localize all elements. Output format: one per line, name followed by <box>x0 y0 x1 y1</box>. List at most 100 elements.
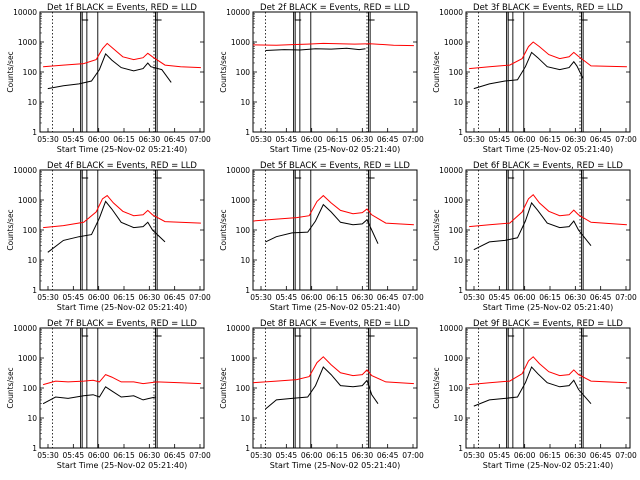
events-series-line <box>47 200 166 253</box>
x-tick-label: 06:00 <box>88 451 110 460</box>
panel-title: Det 8f BLACK = Events, RED = LLD <box>260 319 410 329</box>
events-series-line <box>473 366 592 407</box>
events-series-line <box>265 203 379 244</box>
x-tick-label: 05:45 <box>276 135 298 144</box>
x-tick-label: 05:45 <box>63 135 85 144</box>
x-tick-label: 06:30 <box>565 293 587 302</box>
x-tick-label: 06:30 <box>352 293 374 302</box>
y-tick-label: 1000 <box>444 196 463 205</box>
x-tick-label: 06:45 <box>590 293 612 302</box>
x-tick-label: 06:00 <box>88 293 110 302</box>
x-axis-label: Start Time (25-Nov-02 05:21:40) <box>483 303 613 312</box>
y-tick-label: 100 <box>23 384 38 393</box>
x-tick-label: 05:45 <box>489 451 511 460</box>
x-tick-label: 06:45 <box>590 135 612 144</box>
y-axis-label: Counts/sec <box>6 51 15 92</box>
plot-frame <box>39 327 205 449</box>
x-tick-label: 06:45 <box>377 135 399 144</box>
y-tick-label: 1 <box>458 444 463 453</box>
x-tick-label: 06:45 <box>164 451 186 460</box>
panel-title: Det 9f BLACK = Events, RED = LLD <box>473 319 623 329</box>
interval-l-mark <box>581 328 588 337</box>
interval-l-mark <box>294 170 302 179</box>
interval-l-mark <box>507 328 515 337</box>
y-tick-label: 1000 <box>18 196 37 205</box>
interval-l-mark <box>368 328 375 337</box>
y-axis-label: Counts/sec <box>432 209 441 250</box>
y-tick-label: 100 <box>23 68 38 77</box>
x-axis-label: Start Time (25-Nov-02 05:21:40) <box>483 461 613 470</box>
y-tick-label: 10000 <box>439 8 463 17</box>
x-axis-label: Start Time (25-Nov-02 05:21:40) <box>270 303 400 312</box>
x-tick-label: 06:15 <box>539 135 561 144</box>
x-axis-label: Start Time (25-Nov-02 05:21:40) <box>483 145 613 154</box>
interval-l-mark <box>507 12 515 21</box>
x-tick-label: 06:30 <box>139 135 161 144</box>
x-tick-label: 05:30 <box>37 451 59 460</box>
x-tick-label: 07:00 <box>189 451 211 460</box>
x-tick-label: 06:45 <box>590 451 612 460</box>
x-tick-label: 05:30 <box>463 135 485 144</box>
x-tick-label: 06:15 <box>326 135 348 144</box>
y-tick-label: 100 <box>23 226 38 235</box>
interval-l-mark <box>294 328 302 337</box>
x-tick-label: 06:15 <box>539 451 561 460</box>
x-tick-label: 05:30 <box>250 451 272 460</box>
interval-l-mark <box>581 12 588 21</box>
x-tick-label: 06:30 <box>139 451 161 460</box>
interval-l-mark <box>81 12 89 21</box>
interval-l-mark <box>81 170 89 179</box>
panel-title: Det 3f BLACK = Events, RED = LLD <box>473 3 623 13</box>
interval-l-mark <box>155 170 162 179</box>
x-tick-label: 05:30 <box>250 293 272 302</box>
y-tick-label: 1000 <box>18 38 37 47</box>
y-tick-label: 1 <box>32 128 37 137</box>
x-tick-label: 07:00 <box>402 293 424 302</box>
x-tick-label: 06:30 <box>565 451 587 460</box>
y-tick-label: 100 <box>449 68 464 77</box>
y-axis-label: Counts/sec <box>219 209 228 250</box>
plot-frame <box>465 169 631 291</box>
y-tick-label: 1 <box>458 128 463 137</box>
x-tick-label: 07:00 <box>615 451 637 460</box>
interval-l-mark <box>155 12 162 21</box>
x-axis-label: Start Time (25-Nov-02 05:21:40) <box>57 461 187 470</box>
panel-title: Det 5f BLACK = Events, RED = LLD <box>260 161 410 171</box>
y-tick-label: 10000 <box>439 324 463 333</box>
lld-series-line <box>252 194 414 226</box>
events-series-line <box>265 47 366 51</box>
y-tick-label: 10000 <box>13 8 37 17</box>
x-tick-label: 06:45 <box>377 293 399 302</box>
y-tick-label: 1000 <box>444 38 463 47</box>
x-axis-label: Start Time (25-Nov-02 05:21:40) <box>57 303 187 312</box>
y-tick-label: 1 <box>458 286 463 295</box>
events-series-line <box>42 386 156 405</box>
y-axis-label: Counts/sec <box>6 209 15 250</box>
x-tick-label: 07:00 <box>615 135 637 144</box>
x-tick-label: 06:15 <box>326 451 348 460</box>
y-tick-label: 1000 <box>231 354 250 363</box>
x-tick-label: 06:30 <box>565 135 587 144</box>
x-tick-label: 06:00 <box>88 135 110 144</box>
y-tick-label: 1 <box>245 444 250 453</box>
lld-series-line <box>42 374 201 386</box>
y-tick-label: 1 <box>245 128 250 137</box>
x-tick-label: 05:45 <box>489 293 511 302</box>
y-tick-label: 100 <box>236 226 251 235</box>
lld-series-line <box>469 193 627 228</box>
interval-l-mark <box>368 170 375 179</box>
x-tick-label: 05:30 <box>250 135 272 144</box>
x-tick-label: 06:15 <box>326 293 348 302</box>
x-tick-label: 06:00 <box>301 451 323 460</box>
y-tick-label: 10000 <box>13 324 37 333</box>
x-tick-label: 06:00 <box>301 135 323 144</box>
x-tick-label: 05:30 <box>37 135 59 144</box>
x-tick-label: 06:00 <box>514 451 536 460</box>
x-tick-label: 06:30 <box>352 451 374 460</box>
x-tick-label: 06:30 <box>139 293 161 302</box>
lld-series-line <box>43 42 201 69</box>
x-tick-label: 05:45 <box>63 293 85 302</box>
y-tick-label: 10000 <box>226 166 250 175</box>
x-tick-label: 05:30 <box>463 451 485 460</box>
